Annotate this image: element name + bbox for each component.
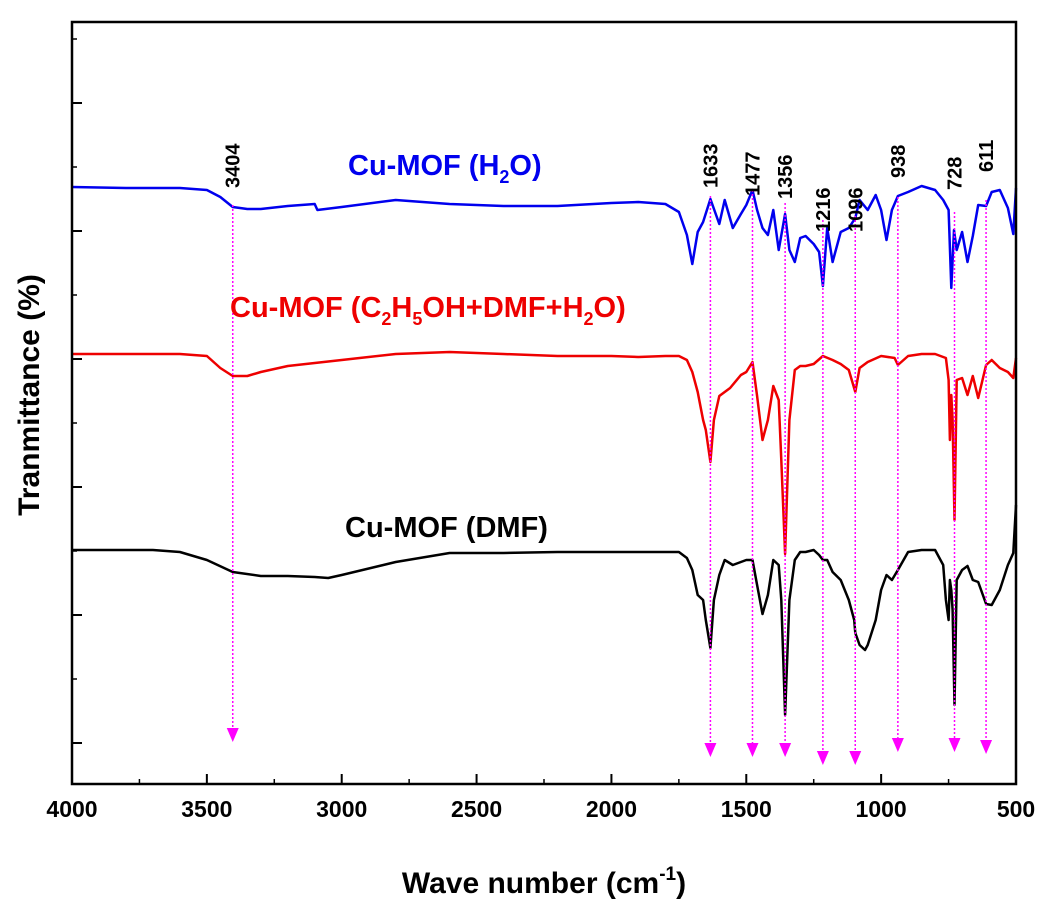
- series-labels-group: Cu-MOF (H2O) Cu-MOF (C2H5OH+DMF+H2O) Cu-MO…: [230, 150, 626, 544]
- peak-arrow: [948, 738, 961, 752]
- peak-arrow: [849, 751, 862, 765]
- peak-arrow: [779, 743, 792, 757]
- series-label-0: Cu-MOF (H2O): [348, 150, 542, 187]
- x-tick-label: 1500: [721, 796, 772, 822]
- series-line-2: [72, 504, 1018, 717]
- y-axis-title: Tranmittance (%): [13, 274, 46, 516]
- peak-arrow: [746, 743, 759, 757]
- series-line-0: [71, 184, 1018, 290]
- peak-label: 3404: [223, 143, 245, 188]
- x-tick-label: 2500: [451, 796, 502, 822]
- x-tick-label: 2000: [586, 796, 637, 822]
- x-tick-label: 3500: [181, 796, 232, 822]
- peak-label: 938: [888, 145, 910, 178]
- series-label-1: Cu-MOF (C2H5OH+DMF+H2O): [230, 292, 626, 329]
- x-axis-title: Wave number (cm-1): [402, 864, 686, 900]
- peak-arrow: [980, 740, 993, 754]
- series-line-1: [72, 350, 1018, 556]
- x-tick-label: 500: [997, 796, 1035, 822]
- peak-label: 1216: [813, 188, 835, 233]
- peak-label: 1356: [775, 155, 797, 200]
- x-tick-label: 4000: [46, 796, 97, 822]
- series-group: [71, 184, 1018, 717]
- peak-label: 1096: [845, 188, 867, 233]
- peak-label: 1633: [700, 144, 722, 189]
- peak-arrow: [226, 728, 239, 742]
- peak-arrow: [891, 738, 904, 752]
- axes-group: 4000 3500 3000 2500 2000 1500 1000 500: [46, 38, 1035, 822]
- plot-frame: [70, 20, 1018, 786]
- x-tick-label: 3000: [316, 796, 367, 822]
- peak-arrow: [816, 751, 829, 765]
- peak-label: 728: [945, 157, 967, 190]
- peak-arrow: [704, 743, 717, 757]
- x-tick-label: 1000: [856, 796, 907, 822]
- peak-label: 611: [976, 140, 998, 172]
- series-label-2: Cu-MOF (DMF): [345, 512, 548, 544]
- peak-markers-group: 3404 1633 1477 1356 1216 1096 938 728 611: [223, 140, 998, 765]
- peak-label: 1477: [742, 152, 764, 197]
